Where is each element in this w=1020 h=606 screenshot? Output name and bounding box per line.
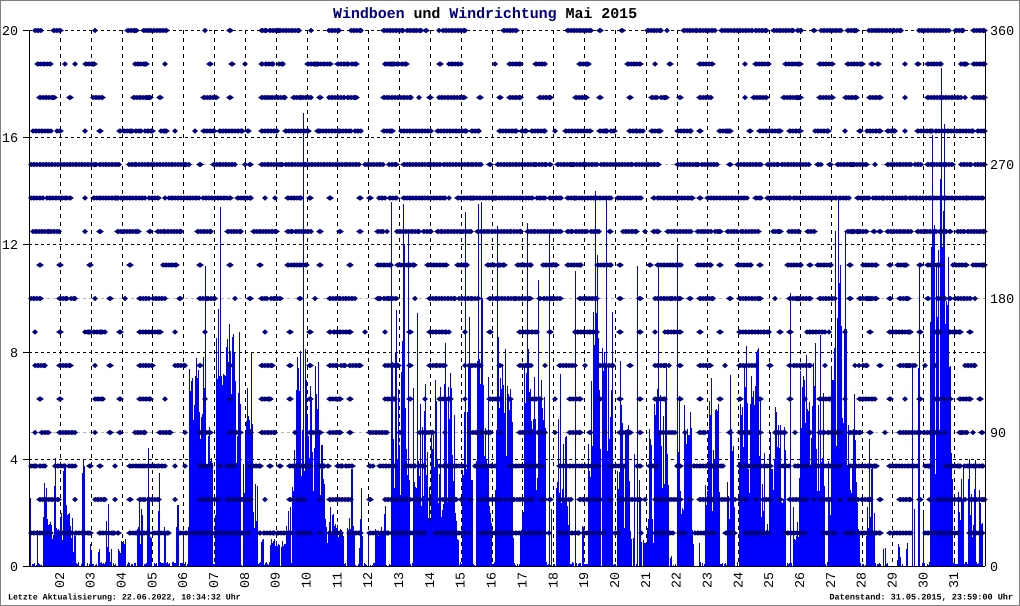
svg-text:23: 23 xyxy=(702,572,717,588)
svg-text:Datenstand: 31.05.2015, 23:59:: Datenstand: 31.05.2015, 23:59:00 Uhr xyxy=(829,593,1013,603)
svg-text:24: 24 xyxy=(732,572,747,588)
svg-text:Windboen und Windrichtung Mai: Windboen und Windrichtung Mai 2015 xyxy=(333,6,637,23)
svg-text:0: 0 xyxy=(10,561,18,576)
svg-text:18: 18 xyxy=(547,572,562,588)
svg-text:Letzte Aktualisierung: 22.06.2: Letzte Aktualisierung: 22.06.2022, 10:34… xyxy=(8,593,241,603)
svg-text:22: 22 xyxy=(671,572,686,588)
svg-text:26: 26 xyxy=(794,572,809,588)
svg-text:90: 90 xyxy=(990,427,1006,442)
svg-text:270: 270 xyxy=(990,159,1014,174)
svg-text:09: 09 xyxy=(270,572,285,588)
svg-text:06: 06 xyxy=(177,572,192,588)
svg-text:03: 03 xyxy=(85,572,100,588)
svg-text:04: 04 xyxy=(116,572,131,588)
svg-text:27: 27 xyxy=(825,572,840,588)
svg-text:12: 12 xyxy=(362,572,377,588)
svg-text:19: 19 xyxy=(578,572,593,588)
svg-text:25: 25 xyxy=(763,572,778,588)
svg-text:0: 0 xyxy=(990,561,998,576)
svg-text:11: 11 xyxy=(331,572,346,588)
svg-text:4: 4 xyxy=(10,454,18,469)
svg-text:15: 15 xyxy=(455,572,470,588)
svg-text:16: 16 xyxy=(486,572,501,588)
svg-text:29: 29 xyxy=(887,572,902,588)
svg-text:05: 05 xyxy=(146,572,161,588)
svg-text:8: 8 xyxy=(10,347,18,362)
svg-text:360: 360 xyxy=(990,25,1014,40)
svg-text:02: 02 xyxy=(54,572,69,588)
svg-text:20: 20 xyxy=(609,572,624,588)
svg-text:31: 31 xyxy=(948,572,963,588)
svg-text:08: 08 xyxy=(239,572,254,588)
svg-text:21: 21 xyxy=(640,572,655,588)
svg-text:10: 10 xyxy=(301,572,316,588)
svg-text:12: 12 xyxy=(2,239,18,254)
svg-text:28: 28 xyxy=(856,572,871,588)
svg-text:07: 07 xyxy=(208,572,223,588)
svg-text:20: 20 xyxy=(2,25,18,40)
svg-text:13: 13 xyxy=(393,572,408,588)
svg-text:30: 30 xyxy=(917,572,932,588)
svg-text:14: 14 xyxy=(424,572,439,588)
svg-text:17: 17 xyxy=(516,572,531,588)
svg-text:180: 180 xyxy=(990,293,1014,308)
svg-text:16: 16 xyxy=(2,132,18,147)
